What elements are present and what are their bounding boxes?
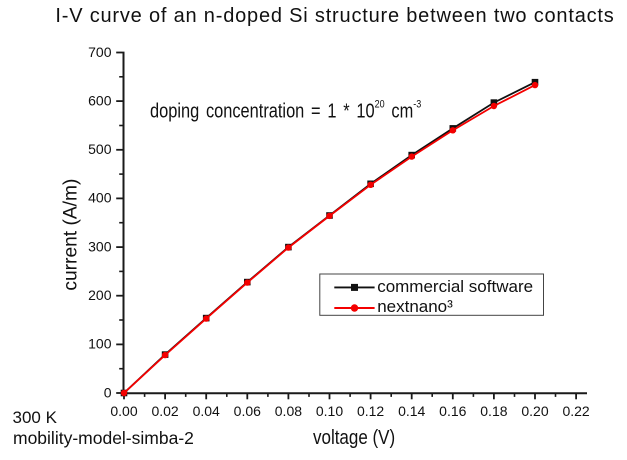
svg-text:300: 300 — [88, 238, 112, 254]
svg-text:doping concentration = 1 * 102: doping concentration = 1 * 1020 cm-3 — [150, 99, 422, 122]
svg-text:0.06: 0.06 — [234, 403, 261, 419]
svg-text:nextnano³: nextnano³ — [377, 297, 453, 316]
svg-text:commercial software: commercial software — [377, 277, 533, 296]
svg-text:current (A/m): current (A/m) — [61, 179, 82, 291]
svg-text:0.10: 0.10 — [316, 403, 343, 419]
svg-text:0.00: 0.00 — [110, 403, 137, 419]
svg-text:0.16: 0.16 — [439, 403, 466, 419]
svg-text:400: 400 — [88, 190, 112, 206]
svg-text:200: 200 — [88, 287, 112, 303]
svg-text:0.18: 0.18 — [480, 403, 507, 419]
svg-text:0.22: 0.22 — [562, 403, 589, 419]
svg-text:mobility-model-simba-2: mobility-model-simba-2 — [13, 428, 194, 448]
svg-text:0.02: 0.02 — [151, 403, 178, 419]
svg-text:I-V curve of an n-doped Si str: I-V curve of an n-doped Si structure bet… — [55, 5, 614, 27]
svg-text:voltage (V): voltage (V) — [313, 426, 395, 449]
svg-text:0.04: 0.04 — [193, 403, 220, 419]
svg-text:0.08: 0.08 — [275, 403, 302, 419]
svg-text:0.14: 0.14 — [398, 403, 425, 419]
svg-text:600: 600 — [88, 92, 112, 108]
svg-text:0: 0 — [104, 384, 112, 400]
svg-text:100: 100 — [88, 336, 112, 352]
svg-text:500: 500 — [88, 141, 112, 157]
svg-text:300 K: 300 K — [13, 408, 58, 427]
svg-text:0.12: 0.12 — [357, 403, 384, 419]
svg-text:0.20: 0.20 — [521, 403, 548, 419]
svg-text:700: 700 — [88, 44, 112, 60]
